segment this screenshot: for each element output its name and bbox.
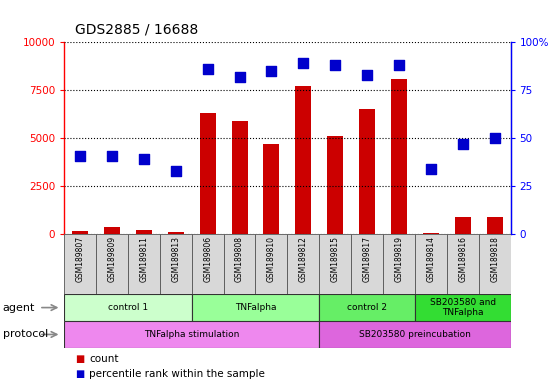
Bar [200,113,215,234]
Text: GSM189811: GSM189811 [140,236,148,282]
Bar [487,217,503,234]
Text: GSM189810: GSM189810 [267,236,276,282]
Text: SB203580 and
TNFalpha: SB203580 and TNFalpha [430,298,496,317]
Bar [455,217,471,234]
Text: GSM189816: GSM189816 [458,236,467,282]
Text: protocol: protocol [3,329,48,339]
Bar [256,234,287,294]
Bar [447,234,479,294]
Bar [160,234,192,294]
Point [235,74,244,80]
Point [490,135,499,141]
Bar [104,227,120,234]
Bar [192,234,224,294]
Text: SB203580 preincubation: SB203580 preincubation [359,330,471,339]
Bar [383,234,415,294]
Bar [232,121,248,234]
Bar [415,234,447,294]
Bar [96,234,128,294]
Point [458,141,467,147]
Point [140,156,148,162]
Text: ■: ■ [75,354,85,364]
Bar [479,234,511,294]
Bar [319,234,351,294]
Bar [64,234,96,294]
Text: count: count [89,354,119,364]
Text: GSM189818: GSM189818 [490,236,499,282]
Bar [287,234,319,294]
Text: TNFalpha: TNFalpha [235,303,276,312]
Bar [423,233,439,234]
Point [108,152,117,159]
Point [76,152,85,159]
Bar [391,79,407,234]
Point [426,166,435,172]
Point [267,68,276,74]
Text: GSM189806: GSM189806 [203,236,212,282]
Bar [319,321,511,348]
Bar [319,294,415,321]
Point [395,62,403,68]
Bar [64,294,192,321]
Bar [415,294,511,321]
Text: GSM189813: GSM189813 [171,236,180,282]
Point [331,62,340,68]
Point [171,168,180,174]
Text: percentile rank within the sample: percentile rank within the sample [89,369,265,379]
Text: GSM189809: GSM189809 [108,236,117,282]
Bar [359,109,375,234]
Bar [224,234,256,294]
Text: GSM189817: GSM189817 [363,236,372,282]
Text: GSM189807: GSM189807 [76,236,85,282]
Text: GDS2885 / 16688: GDS2885 / 16688 [75,23,199,36]
Point [203,66,212,72]
Bar [263,144,280,234]
Bar [295,86,311,234]
Text: GSM189819: GSM189819 [395,236,403,282]
Text: ■: ■ [75,369,85,379]
Bar [351,234,383,294]
Bar [64,321,319,348]
Point [363,72,372,78]
Bar [168,232,184,234]
Text: GSM189815: GSM189815 [331,236,340,282]
Bar [327,136,343,234]
Bar [72,231,88,234]
Text: GSM189812: GSM189812 [299,236,308,282]
Bar [192,294,319,321]
Text: GSM189814: GSM189814 [426,236,435,282]
Bar [128,234,160,294]
Text: control 2: control 2 [347,303,387,312]
Text: GSM189808: GSM189808 [235,236,244,282]
Text: control 1: control 1 [108,303,148,312]
Bar [136,230,152,234]
Point [299,60,308,66]
Text: agent: agent [3,303,35,313]
Text: TNFalpha stimulation: TNFalpha stimulation [144,330,239,339]
